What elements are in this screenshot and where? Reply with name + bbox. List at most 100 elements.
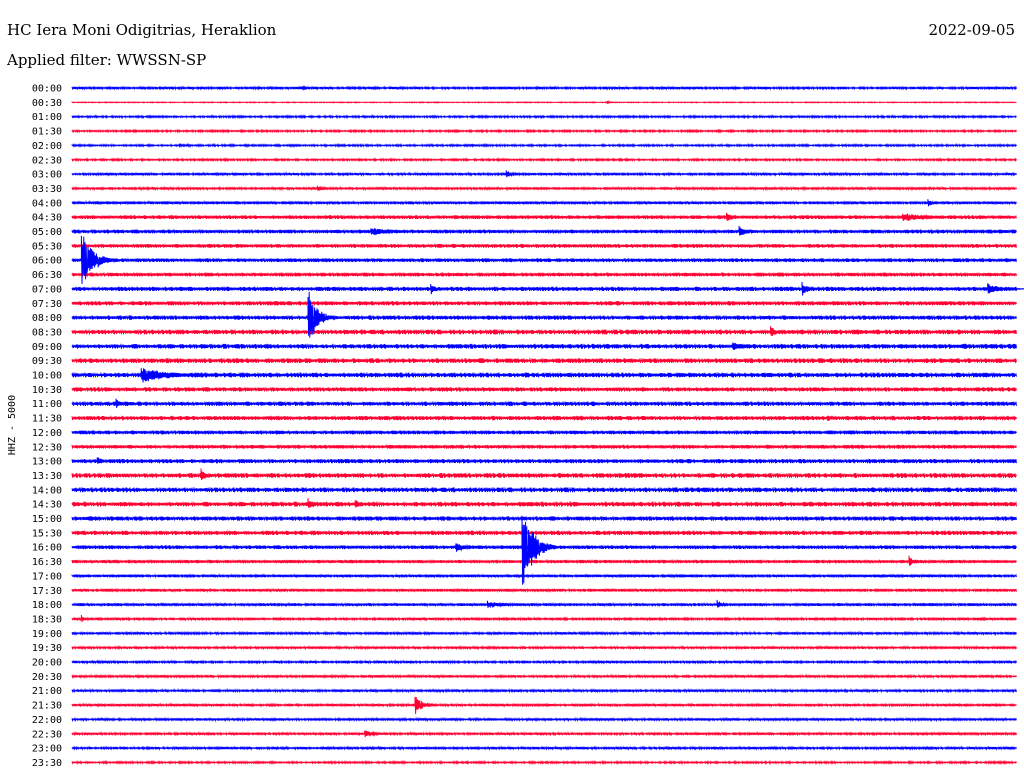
trace-line — [71, 745, 1017, 751]
trace-line — [71, 601, 1017, 608]
event-burst — [987, 283, 1024, 294]
trace-label: 20:00 — [32, 658, 62, 669]
trace-label: 19:30 — [32, 643, 62, 654]
trace-line — [71, 673, 1017, 680]
trace-label: 00:30 — [32, 98, 62, 109]
trace-line — [71, 444, 1017, 450]
event-burst — [716, 599, 733, 608]
trace-label: 14:00 — [32, 485, 62, 496]
event-burst — [726, 212, 743, 221]
trace-label: 08:00 — [32, 313, 62, 324]
event-burst — [505, 170, 525, 178]
trace-label: 10:00 — [32, 371, 62, 382]
trace-line — [71, 558, 1017, 565]
trace-label: 23:30 — [32, 758, 62, 769]
trace-line — [71, 358, 1017, 364]
trace-label: 11:30 — [32, 414, 62, 425]
trace-label: 12:30 — [32, 442, 62, 453]
trace-line — [71, 214, 1017, 220]
trace-line — [71, 573, 1017, 579]
trace-line — [71, 271, 1017, 278]
trace-lines — [71, 85, 1017, 765]
event-burst — [316, 185, 337, 191]
trace-label: 15:30 — [32, 528, 62, 539]
trace-label: 02:30 — [32, 155, 62, 166]
trace-line — [71, 401, 1017, 407]
event-burst — [455, 543, 485, 552]
trace-line — [71, 85, 1017, 91]
trace-label: 02:00 — [32, 141, 62, 152]
trace-label: 10:30 — [32, 385, 62, 396]
event-burst — [354, 500, 368, 508]
trace-line — [71, 171, 1017, 177]
trace-line — [71, 731, 1017, 737]
event-burst — [927, 199, 944, 207]
trace-line — [71, 501, 1017, 507]
trace-label: 18:00 — [32, 600, 62, 611]
trace-line — [71, 228, 1017, 235]
trace-line — [71, 114, 1017, 120]
trace-label: 06:00 — [32, 256, 62, 267]
event-burst — [521, 515, 557, 585]
trace-line — [71, 101, 1017, 104]
trace-label: 21:30 — [32, 701, 62, 712]
trace-labels: 00:00 00:30 01:00 01:30 02:00 02:30 03:00 03:30… — [32, 84, 62, 769]
trace-label: 01:00 — [32, 112, 62, 123]
trace-line — [71, 128, 1017, 134]
trace-label: 13:00 — [32, 457, 62, 468]
trace-line — [71, 142, 1017, 148]
trace-label: 22:30 — [32, 729, 62, 740]
record-date: 2022-09-05 — [928, 21, 1015, 39]
trace-line — [71, 372, 1017, 378]
event-burst — [301, 85, 314, 91]
trace-label: 09:00 — [32, 342, 62, 353]
trace-label: 04:30 — [32, 213, 62, 224]
event-burst — [96, 457, 107, 464]
trace-label: 17:30 — [32, 586, 62, 597]
trace-line — [71, 429, 1017, 436]
trace-label: 18:30 — [32, 614, 62, 625]
filter-label: Applied filter: WWSSN-SP — [7, 51, 207, 69]
trace-line — [71, 329, 1017, 335]
trace-label: 16:00 — [32, 543, 62, 554]
trace-line — [71, 458, 1017, 464]
trace-label: 07:30 — [32, 299, 62, 310]
event-burst — [80, 614, 88, 622]
trace-label: 00:00 — [32, 84, 62, 95]
trace-label: 13:30 — [32, 471, 62, 482]
event-burst — [140, 368, 242, 383]
trace-line — [71, 286, 1017, 292]
event-burst — [902, 213, 960, 222]
trace-label: 19:00 — [32, 629, 62, 640]
trace-line — [71, 200, 1017, 206]
y-axis-label: HHZ - 5000 — [7, 395, 18, 455]
event-burst — [414, 696, 438, 715]
event-burst — [430, 283, 447, 295]
trace-label: 17:00 — [32, 571, 62, 582]
trace-line — [71, 515, 1017, 522]
event-burst — [115, 398, 129, 408]
trace-line — [71, 386, 1017, 392]
event-burst — [738, 225, 756, 236]
trace-line — [71, 257, 1017, 263]
trace-line — [71, 415, 1017, 421]
trace-label: 11:00 — [32, 399, 62, 410]
trace-line — [71, 472, 1017, 478]
trace-line — [71, 315, 1017, 321]
trace-line — [71, 687, 1017, 694]
trace-label: 08:30 — [32, 327, 62, 338]
trace-label: 06:30 — [32, 270, 62, 281]
event-burst — [307, 498, 327, 508]
event-burst — [908, 555, 922, 566]
trace-label: 03:30 — [32, 184, 62, 195]
station-title: HC Iera Moni Odigitrias, Heraklion — [7, 21, 277, 39]
event-burst — [471, 143, 478, 149]
trace-line — [71, 716, 1017, 723]
trace-line — [71, 530, 1017, 536]
trace-label: 01:30 — [32, 127, 62, 138]
trace-label: 14:30 — [32, 500, 62, 511]
trace-line — [71, 157, 1017, 163]
trace-label: 05:30 — [32, 241, 62, 252]
trace-label: 20:30 — [32, 672, 62, 683]
